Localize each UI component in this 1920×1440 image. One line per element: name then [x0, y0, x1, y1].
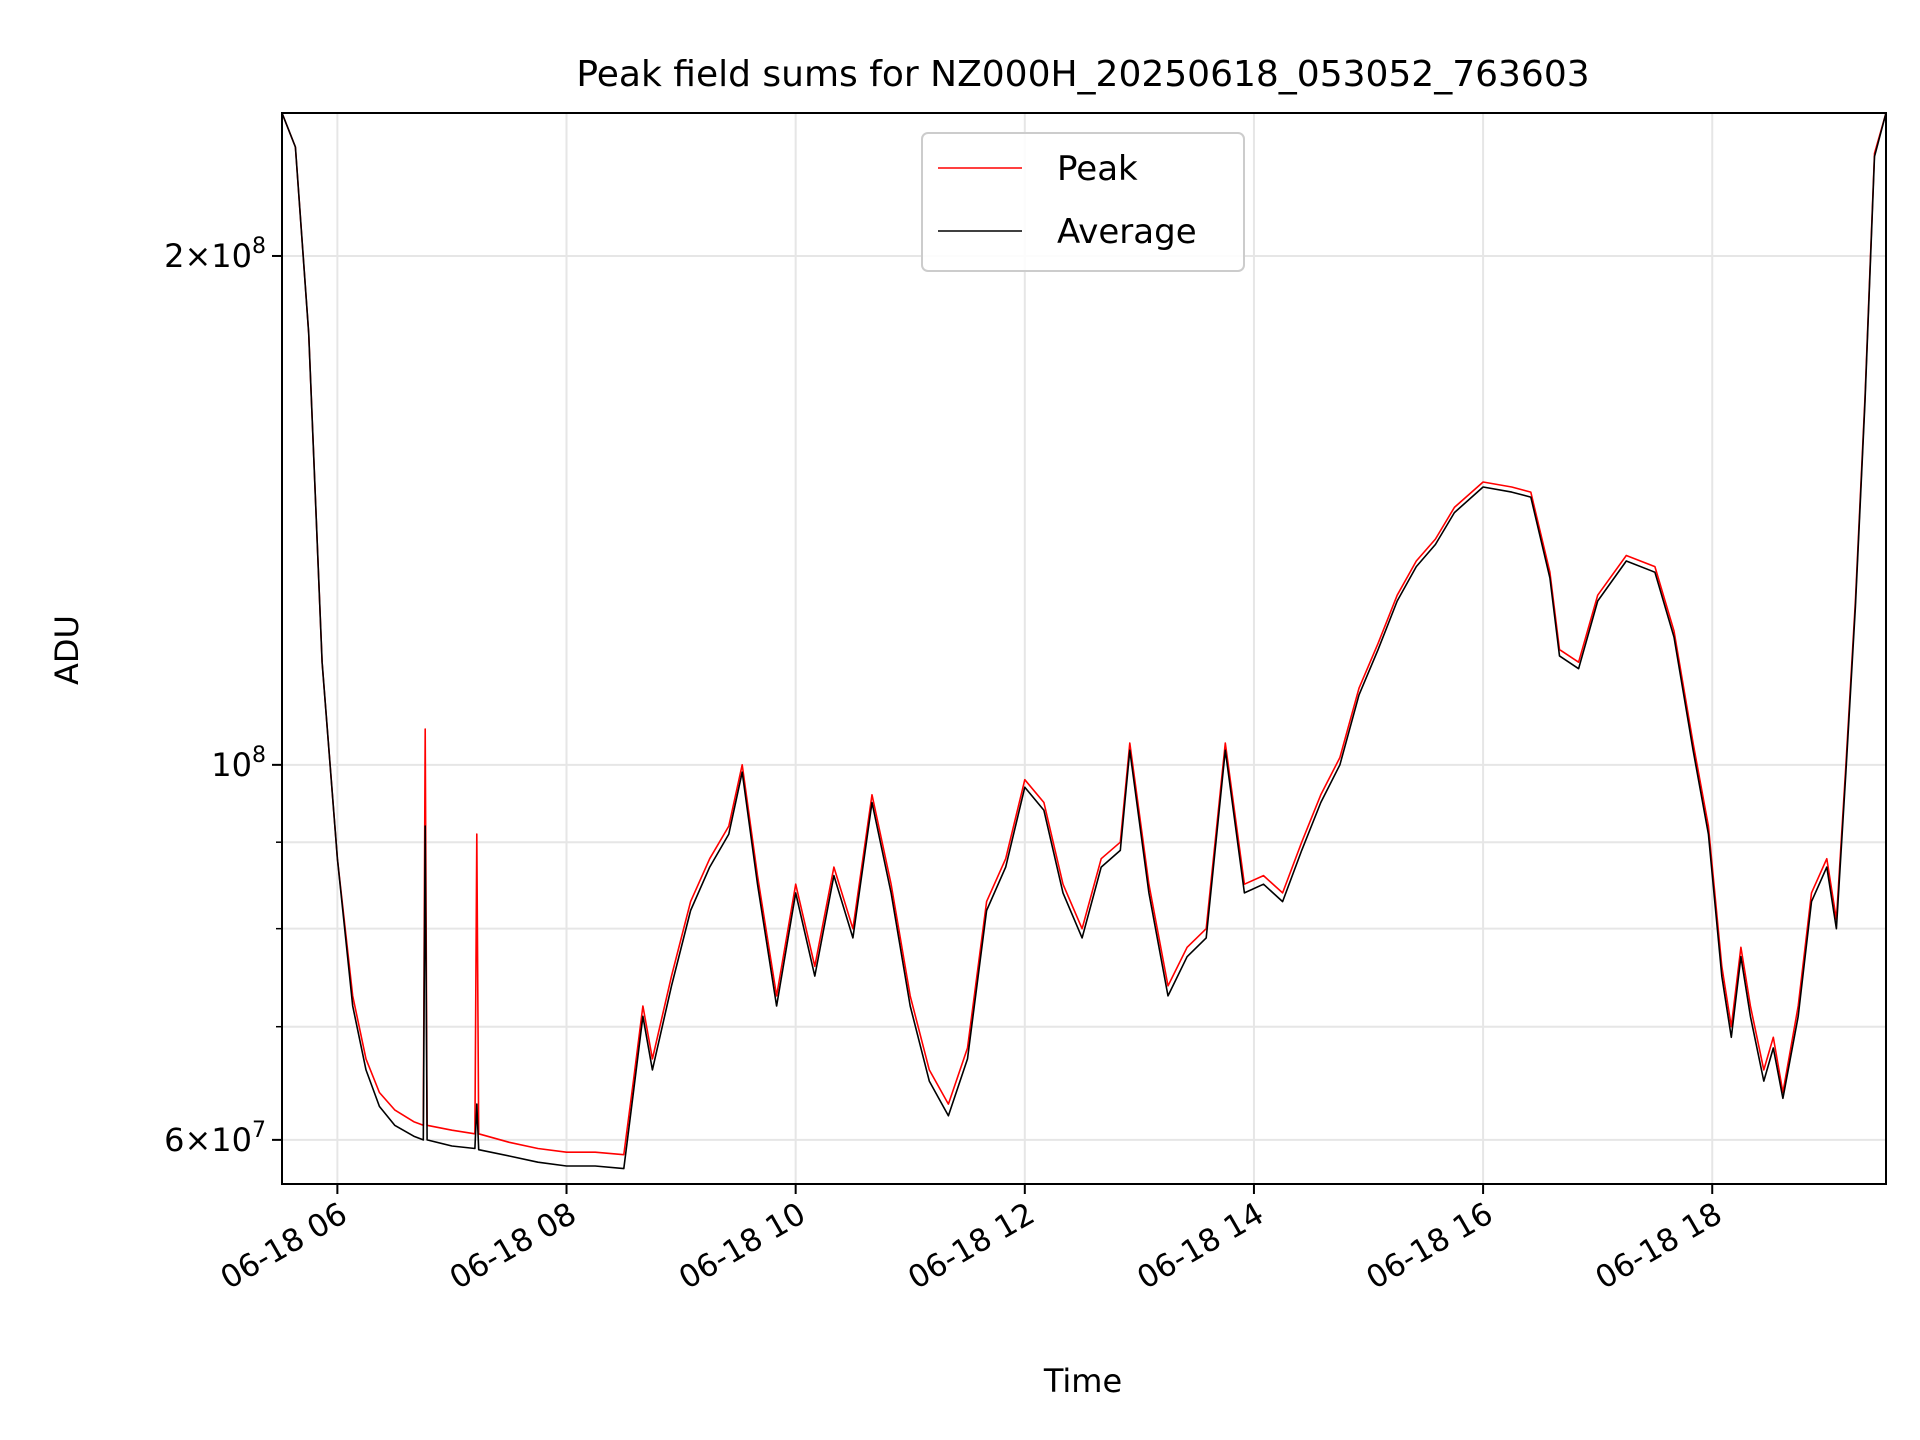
y-axis-label: ADU [48, 615, 86, 685]
y-axis: 6×107 108 2×108 [164, 234, 282, 1159]
y-tick-label: 6×107 [164, 1118, 266, 1159]
legend-label-average: Average [1057, 212, 1197, 252]
y-tick-label: 108 [211, 743, 266, 784]
series-layer [281, 112, 1887, 1170]
series-line-average [281, 112, 1887, 1170]
legend-label-peak: Peak [1057, 149, 1138, 189]
y-tick-label: 2×108 [164, 234, 266, 275]
chart-title: Peak field sums for NZ000H_20250618_0530… [576, 54, 1589, 95]
x-axis-label: Time [1043, 1362, 1122, 1400]
legend: Peak Average [921, 132, 1245, 272]
plot-frame [281, 112, 1887, 1185]
